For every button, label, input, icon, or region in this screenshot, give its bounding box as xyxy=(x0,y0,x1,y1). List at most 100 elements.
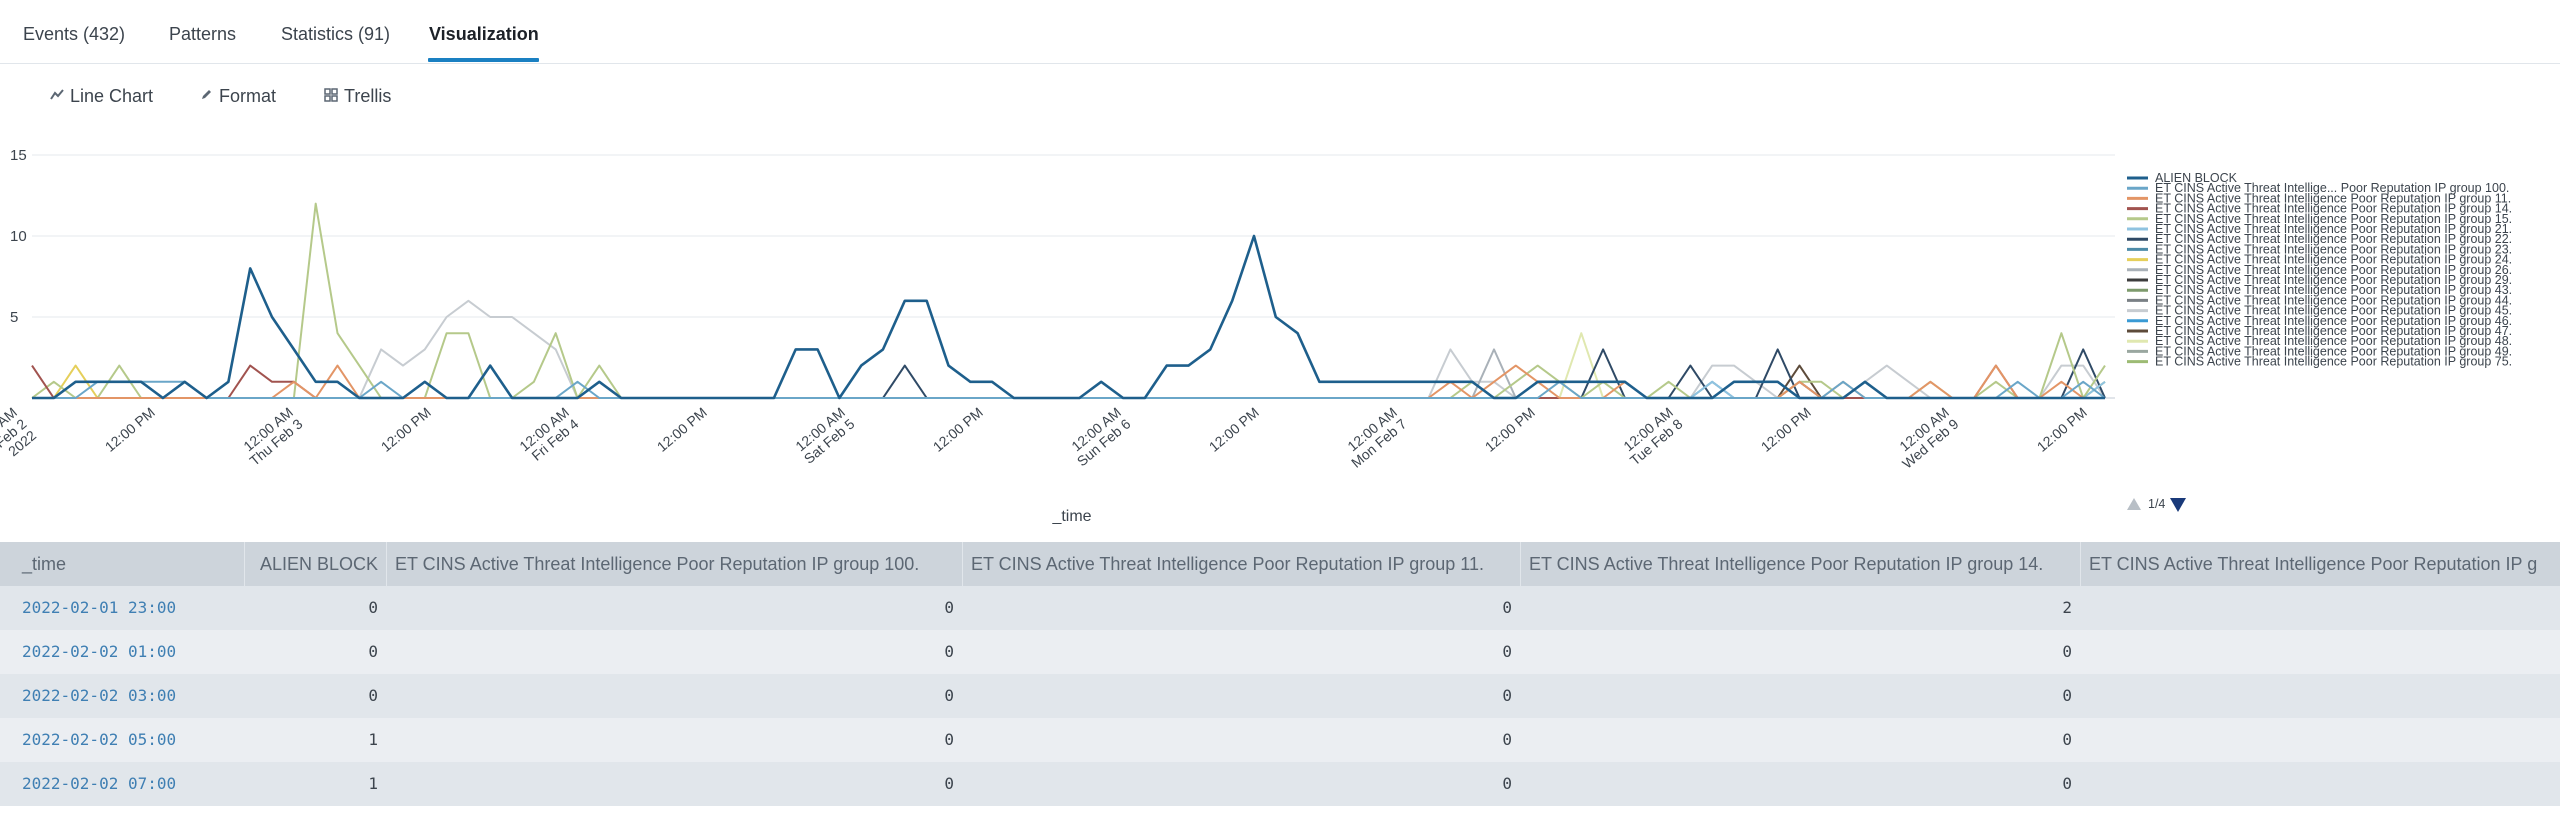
table-row: 2022-02-02 03:00 0 0 0 0 xyxy=(0,674,2560,718)
legend-item[interactable]: ET CINS Active Threat Intelligence Poor … xyxy=(2155,202,2512,216)
x-tick-line: 12:00 PM xyxy=(1758,404,1814,455)
y-tick-label: 5 xyxy=(10,309,18,326)
table-row: 2022-02-01 23:00 0 0 0 2 xyxy=(0,586,2560,630)
x-tick-label: 12:00 PM xyxy=(1758,404,1814,455)
legend-item[interactable]: ET CINS Active Threat Intelligence Poor … xyxy=(2155,273,2512,287)
value-cell: 1 xyxy=(368,730,378,749)
table-header: _time ALIEN BLOCK ET CINS Active Threat … xyxy=(0,542,2560,586)
line-chart-label: Line Chart xyxy=(70,86,154,106)
triangle-up-icon[interactable] xyxy=(2127,498,2141,510)
legend-item[interactable]: ET CINS Active Threat Intelligence Poor … xyxy=(2155,263,2512,277)
legend-item[interactable]: ALIEN BLOCK xyxy=(2155,171,2238,185)
chart-gridlines xyxy=(32,154,2115,399)
column-header-time[interactable]: _time xyxy=(22,554,67,574)
active-tab-indicator xyxy=(428,58,539,62)
value-cell: 0 xyxy=(368,686,378,705)
format-label: Format xyxy=(219,86,277,106)
results-tabs: Events (432) Patterns Statistics (91) Vi… xyxy=(0,0,2560,64)
y-tick-label: 10 xyxy=(10,228,27,245)
x-axis-title: _time xyxy=(1051,508,1091,525)
x-tick-label: 12:00 PM xyxy=(102,404,158,455)
column-header-alien-block[interactable]: ALIEN BLOCK xyxy=(244,542,386,586)
series-line[interactable] xyxy=(31,202,2106,399)
time-cell[interactable]: 2022-02-02 07:00 xyxy=(22,774,177,793)
time-cell[interactable]: 2022-02-02 05:00 xyxy=(22,730,177,749)
grid-icon xyxy=(324,87,338,106)
value-cell: 0 xyxy=(2062,686,2072,705)
value-cell: 0 xyxy=(2062,730,2072,749)
legend-item[interactable]: ET CINS Active Threat Intelligence Poor … xyxy=(2155,191,2511,205)
legend-item[interactable]: ET CINS Active Threat Intelligence Poor … xyxy=(2155,334,2512,348)
value-cell: 0 xyxy=(944,774,954,793)
legend-item[interactable]: ET CINS Active Threat Intelligence Poor … xyxy=(2155,324,2512,338)
value-cell: 2 xyxy=(2062,598,2072,617)
legend-item[interactable]: ET CINS Active Threat Intelligence Poor … xyxy=(2155,314,2512,328)
table-row: 2022-02-02 07:00 1 0 0 0 xyxy=(0,762,2560,806)
value-cell: 1 xyxy=(368,774,378,793)
value-cell: 0 xyxy=(944,730,954,749)
table-row: 2022-02-02 01:00 0 0 0 0 xyxy=(0,630,2560,674)
tab-patterns[interactable]: Patterns xyxy=(169,24,237,44)
x-tick-label: 12:00 PM xyxy=(1482,404,1538,455)
column-header-group-11[interactable]: ET CINS Active Threat Intelligence Poor … xyxy=(962,542,1520,586)
legend-item[interactable]: ET CINS Active Threat Intellige... Poor … xyxy=(2155,181,2509,195)
y-axis: 5 10 15 xyxy=(10,147,27,326)
format-button[interactable]: Format xyxy=(200,86,276,107)
time-cell[interactable]: 2022-02-02 01:00 xyxy=(22,642,177,661)
line-chart-button[interactable]: Line Chart xyxy=(50,86,153,107)
legend-item[interactable]: ET CINS Active Threat Intelligence Poor … xyxy=(2155,212,2512,226)
series-line[interactable] xyxy=(32,234,2105,400)
tab-events[interactable]: Events (432) xyxy=(23,24,126,44)
tab-visualization[interactable]: Visualization xyxy=(429,24,539,44)
value-cell: 0 xyxy=(1502,774,1512,793)
legend-item[interactable]: ET CINS Active Threat Intelligence Poor … xyxy=(2155,293,2512,307)
value-cell: 0 xyxy=(944,598,954,617)
x-tick-line: 12:00 PM xyxy=(2034,404,2090,455)
legend-item[interactable]: ET CINS Active Threat Intelligence Poor … xyxy=(2155,304,2512,318)
x-tick-line: 12:00 PM xyxy=(1206,404,1262,455)
time-cell[interactable]: 2022-02-02 03:00 xyxy=(22,686,177,705)
value-cell: 0 xyxy=(1502,686,1512,705)
tab-statistics[interactable]: Statistics (91) xyxy=(281,24,391,44)
legend-item[interactable]: ET CINS Active Threat Intelligence Poor … xyxy=(2155,253,2512,267)
value-cell: 0 xyxy=(368,598,378,617)
trellis-label: Trellis xyxy=(344,86,392,106)
column-header-group-14[interactable]: ET CINS Active Threat Intelligence Poor … xyxy=(1520,542,2080,586)
legend-item[interactable]: ET CINS Active Threat Intelligence Poor … xyxy=(2155,242,2512,256)
table-row: 2022-02-02 05:00 1 0 0 0 xyxy=(0,718,2560,762)
trellis-button[interactable]: Trellis xyxy=(324,86,391,107)
column-header-group-100[interactable]: ET CINS Active Threat Intelligence Poor … xyxy=(386,542,962,586)
x-tick-label: 12:00 PM xyxy=(654,404,710,455)
legend-item[interactable]: ET CINS Active Threat Intelligence Poor … xyxy=(2155,222,2512,236)
x-tick-label: 12:00 PM xyxy=(1206,404,1262,455)
value-cell: 0 xyxy=(1502,642,1512,661)
legend-item[interactable]: ET CINS Active Threat Intelligence Poor … xyxy=(2155,344,2512,358)
legend-pager: 1/4 xyxy=(2127,497,2186,512)
x-tick-line: 12:00 PM xyxy=(654,404,710,455)
x-tick-line: 12:00 PM xyxy=(102,404,158,455)
y-tick-label: 15 xyxy=(10,147,27,164)
column-header-next-group[interactable]: ET CINS Active Threat Intelligence Poor … xyxy=(2080,542,2560,586)
legend-item[interactable]: ET CINS Active Threat Intelligence Poor … xyxy=(2155,355,2512,369)
triangle-down-icon[interactable] xyxy=(2170,498,2186,512)
legend-item[interactable]: ET CINS Active Threat Intelligence Poor … xyxy=(2155,232,2512,246)
time-cell[interactable]: 2022-02-01 23:00 xyxy=(22,598,177,617)
x-tick-line: 12:00 PM xyxy=(378,404,434,455)
value-cell: 0 xyxy=(368,642,378,661)
statistics-table: _time ALIEN BLOCK ET CINS Active Threat … xyxy=(0,542,2560,813)
x-tick-label: 12:00 PM xyxy=(930,404,986,455)
pencil-icon xyxy=(200,88,213,105)
visualization-toolbar: Line Chart Format Trellis xyxy=(0,80,2560,120)
legend-item[interactable]: ET CINS Active Threat Intelligence Poor … xyxy=(2155,283,2512,297)
line-chart-icon xyxy=(50,88,64,105)
